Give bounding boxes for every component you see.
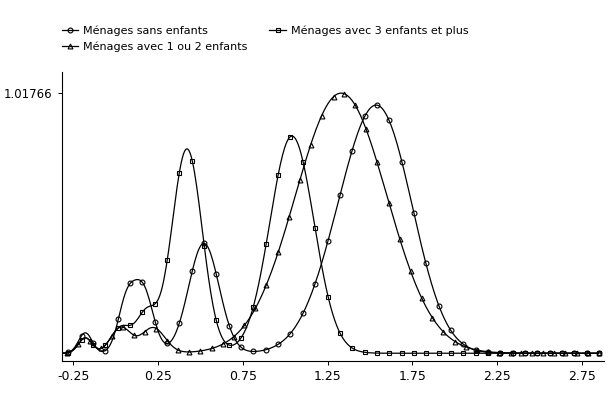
Legend: Ménages sans enfants, Ménages avec 1 ou 2 enfants, Ménages avec 3 enfants et plu: Ménages sans enfants, Ménages avec 1 ou …: [62, 26, 468, 52]
